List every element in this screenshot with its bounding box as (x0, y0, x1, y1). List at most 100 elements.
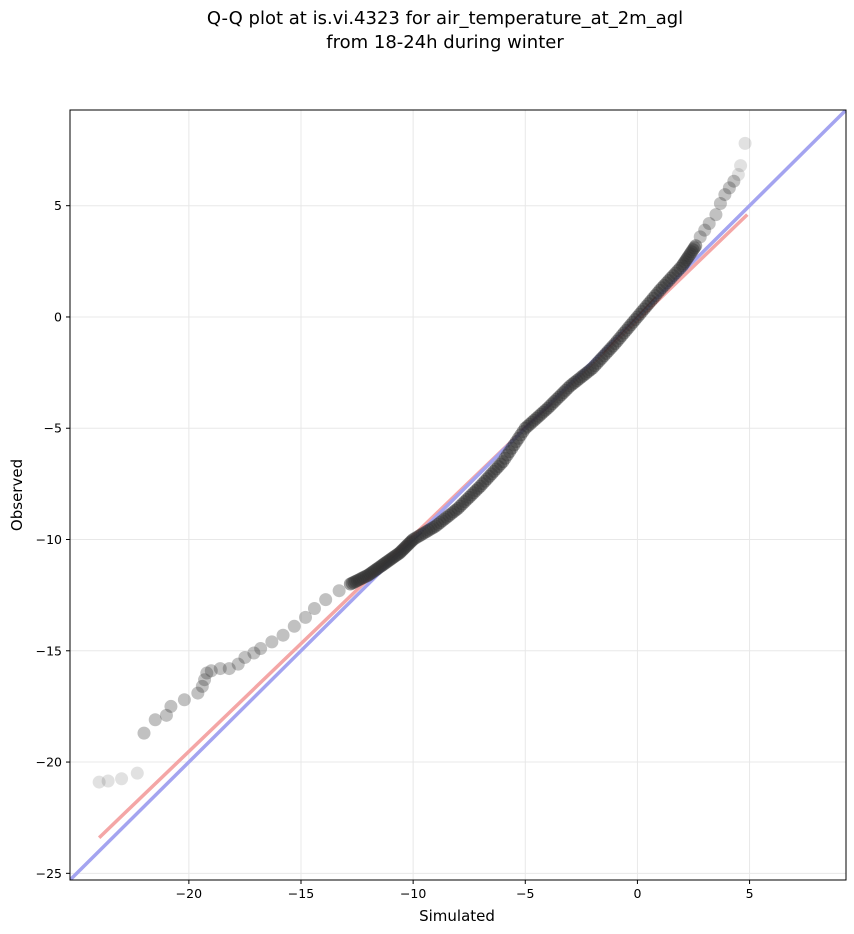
qq-point (556, 386, 570, 400)
qq-point (148, 713, 162, 727)
qq-point (610, 334, 624, 348)
qq-point (518, 421, 532, 435)
qq-point (624, 318, 638, 332)
qq-point (213, 662, 227, 676)
qq-point (411, 530, 425, 544)
qq-point (385, 551, 399, 565)
qq-point (681, 251, 695, 265)
qq-point (577, 368, 591, 382)
qq-point (660, 276, 674, 290)
qq-point (630, 310, 644, 324)
qq-point (480, 472, 494, 486)
qq-point (429, 519, 443, 533)
qq-point (612, 331, 626, 345)
qq-point (628, 313, 642, 327)
qq-point (693, 230, 707, 244)
qq-point (579, 366, 593, 380)
qq-point (345, 576, 359, 590)
qq-point (709, 208, 723, 222)
qq-point (568, 375, 582, 389)
qq-point (398, 541, 412, 555)
qq-point (195, 679, 209, 693)
qq-point (130, 766, 144, 780)
qq-point (287, 619, 301, 633)
qq-point (369, 563, 383, 577)
qq-point (583, 363, 597, 377)
qq-point (485, 467, 499, 481)
qq-point (619, 323, 633, 337)
qq-point (635, 305, 649, 319)
qq-point (592, 354, 606, 368)
overlap-segment (520, 402, 553, 432)
qq-point (394, 545, 408, 559)
qq-point (653, 283, 667, 297)
qq-point (527, 413, 541, 427)
qq-point (608, 337, 622, 351)
qq-point (505, 441, 519, 455)
y-tick-label: −15 (36, 643, 62, 658)
qq-point (601, 344, 615, 358)
qq-point (669, 266, 683, 280)
qq-point (494, 457, 508, 471)
qq-point (422, 523, 436, 537)
qq-point (657, 278, 671, 292)
qq-point (417, 526, 431, 540)
qq-point (509, 435, 523, 449)
qq-point (471, 481, 485, 495)
chart-title-line2: from 18-24h during winter (326, 32, 564, 53)
qq-point (319, 593, 333, 607)
qq-point (177, 693, 191, 707)
y-tick-label: −25 (36, 866, 62, 881)
x-tick-label: −5 (516, 886, 534, 901)
qq-point (673, 261, 687, 275)
qq-point (92, 775, 106, 789)
qq-point (541, 401, 555, 415)
qq-point (393, 546, 407, 560)
qq-point (536, 405, 550, 419)
qq-point (507, 438, 521, 452)
y-tick-label: 0 (54, 309, 62, 324)
qq-point (298, 610, 312, 624)
qq-point (374, 559, 388, 573)
qq-point (689, 239, 703, 253)
qq-point (386, 550, 400, 564)
qq-point (529, 411, 543, 425)
qq-point (570, 374, 584, 388)
qq-point (159, 708, 173, 722)
qq-point (671, 264, 685, 278)
qq-point (359, 569, 373, 583)
qq-point (415, 527, 429, 541)
qq-point (686, 243, 700, 257)
qq-point (678, 255, 692, 269)
chart-title-line1: Q-Q plot at is.vi.4323 for air_temperatu… (207, 8, 683, 29)
x-tick-label: 0 (633, 886, 641, 901)
qq-point (687, 241, 701, 255)
qq-point (204, 664, 218, 678)
qq-point (633, 307, 647, 321)
identity-line (70, 110, 846, 880)
qq-point (675, 259, 689, 273)
qq-point (646, 291, 660, 305)
qq-point (352, 573, 366, 587)
qq-point (677, 257, 691, 271)
qq-point (512, 431, 526, 445)
qq-point (565, 377, 579, 391)
qq-point (595, 351, 609, 365)
qq-point (604, 342, 618, 356)
qq-point (402, 537, 416, 551)
qq-point (563, 379, 577, 393)
qq-point (399, 539, 413, 553)
qq-point (433, 516, 447, 530)
qq-point (521, 419, 535, 433)
qq-point (379, 556, 393, 570)
qq-point (406, 533, 420, 547)
qq-point (382, 554, 396, 568)
qq-point (455, 497, 469, 511)
qq-point (347, 575, 361, 589)
qq-point (489, 462, 503, 476)
qq-point (718, 188, 732, 202)
qq-point (388, 549, 402, 563)
y-axis-label: Observed (8, 459, 26, 531)
qq-point (460, 492, 474, 506)
